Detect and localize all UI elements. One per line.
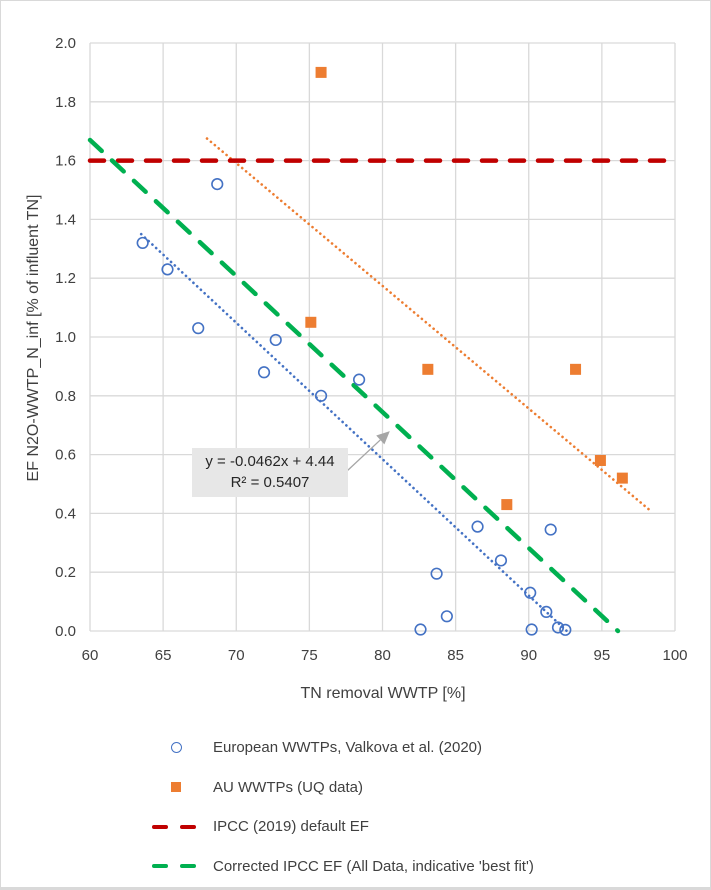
data-points [136, 66, 628, 636]
square-marker-icon [171, 782, 181, 793]
x-tick-label: 85 [447, 647, 464, 664]
au-wwtp-point [616, 472, 628, 484]
gridlines [89, 42, 676, 632]
x-tick-label: 80 [374, 647, 391, 664]
au-wwtp-point [594, 454, 606, 466]
european-wwtp-point [136, 236, 149, 250]
open-circle-marker-icon [171, 741, 182, 753]
red-dashed-line-icon [150, 817, 198, 837]
green-dashed-line-icon [150, 856, 198, 876]
x-tick-label: 70 [228, 647, 245, 664]
y-tick-label: 0.8 [55, 388, 76, 405]
trendline-equation-box: y = -0.0462x + 4.44 R² = 0.5407 [192, 448, 348, 497]
european-wwtp-point [440, 610, 453, 623]
y-tick-label: 0.4 [55, 505, 76, 522]
trendline-equation: y = -0.0462x + 4.44 [205, 453, 335, 470]
x-tick-label: 65 [155, 647, 172, 664]
european-wwtp-point [192, 322, 205, 335]
au-wwtp-point [305, 316, 317, 328]
european-wwtp-point [540, 605, 553, 618]
european-wwtp-point [161, 263, 174, 276]
trendline-r-squared: R² = 0.5407 [230, 474, 310, 491]
y-tick-label: 0.6 [55, 447, 76, 464]
y-tick-label: 1.4 [55, 211, 76, 228]
european-wwtp-point [559, 623, 572, 636]
legend-item-au-wwtps: AU WWTPs (UQ data) [150, 768, 534, 808]
corrected-ipcc-ef-line [87, 137, 621, 634]
trendline-au [205, 137, 652, 512]
european-wwtp-point [211, 178, 224, 191]
european-wwtp-point [353, 373, 366, 386]
y-tick-labels: 0.0 0.2 0.4 0.6 0.8 1.0 1.2 1.4 1.6 1.8 2.0 [55, 35, 76, 640]
x-axis-title: TN removal WWTP [%] [300, 685, 465, 702]
european-wwtp-point [414, 623, 427, 636]
y-tick-label: 1.0 [55, 329, 76, 346]
legend-item-ipcc-default: IPCC (2019) default EF [150, 807, 534, 847]
au-wwtp-point [501, 499, 513, 511]
legend-label: European WWTPs, Valkova et al. (2020) [213, 739, 483, 757]
x-tick-label: 75 [301, 647, 318, 664]
au-wwtp-point [422, 363, 434, 375]
y-tick-label: 1.6 [55, 153, 76, 170]
x-tick-label: 60 [82, 647, 99, 664]
x-tick-label: 100 [662, 647, 687, 664]
european-wwtp-point [430, 567, 443, 580]
arrow-shaft [346, 439, 381, 472]
european-wwtp-point [494, 554, 508, 567]
au-wwtp-point [570, 363, 582, 375]
x-tick-label: 90 [520, 647, 537, 664]
x-tick-label: 95 [594, 647, 611, 664]
y-tick-label: 0.0 [55, 623, 76, 640]
annotation-arrow [346, 431, 390, 472]
arrow-head-icon [376, 431, 390, 445]
reference-lines [87, 137, 678, 634]
y-tick-label: 0.2 [55, 564, 76, 581]
european-wwtp-point [257, 366, 271, 379]
legend-item-corrected-ipcc: Corrected IPCC EF (All Data, indicative … [150, 847, 534, 887]
au-wwtp-point [315, 66, 327, 78]
legend-label: Corrected IPCC EF (All Data, indicative … [213, 857, 534, 875]
y-tick-label: 1.2 [55, 270, 76, 287]
european-wwtp-point [525, 623, 538, 636]
european-wwtp-point [544, 523, 557, 536]
y-tick-label: 1.8 [55, 94, 76, 111]
european-wwtp-point [551, 621, 565, 634]
y-axis-title: EF N2O-WWTP_N_inf [% of influent TN] [25, 195, 42, 482]
european-wwtp-point [524, 586, 537, 599]
legend: European WWTPs, Valkova et al. (2020) AU… [150, 728, 534, 886]
trendline-european [139, 232, 569, 633]
legend-item-european-wwtps: European WWTPs, Valkova et al. (2020) [150, 728, 534, 768]
european-wwtp-point [269, 333, 282, 347]
european-wwtp-point [471, 520, 484, 533]
legend-label: IPCC (2019) default EF [213, 818, 369, 836]
y-tick-label: 2.0 [55, 35, 76, 52]
x-tick-labels: 60 65 70 75 80 85 90 95 100 [82, 647, 688, 664]
european-wwtp-point [314, 389, 328, 402]
legend-label: AU WWTPs (UQ data) [213, 778, 364, 796]
